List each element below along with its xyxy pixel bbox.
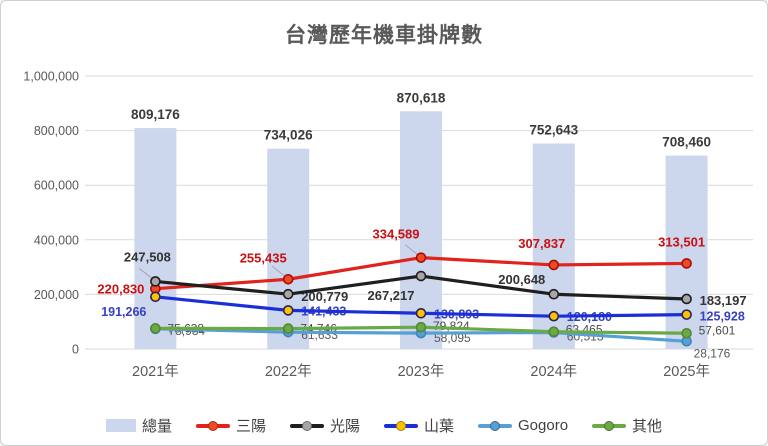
legend-swatch-line-kymco xyxy=(289,420,324,431)
x-tick-label: 2022年 xyxy=(265,363,312,380)
marker-kymco xyxy=(681,293,692,305)
point-label-sym: 255,435 xyxy=(240,250,287,265)
legend-item-yamaha: 山葉 xyxy=(383,415,454,436)
x-tick-label: 2021年 xyxy=(132,363,179,380)
marker-yamaha xyxy=(681,309,692,320)
marker-others xyxy=(150,323,161,334)
label-leader-line xyxy=(404,244,420,257)
point-label-kymco: 200,779 xyxy=(301,289,348,304)
point-label-sym: 313,501 xyxy=(658,234,705,249)
x-tick-label: 2023年 xyxy=(398,363,445,380)
legend-item-kymco: 光陽 xyxy=(289,415,360,436)
legend-label-others: 其他 xyxy=(632,418,663,435)
x-tick-label: 2025年 xyxy=(663,363,710,380)
y-tick-label: 400,000 xyxy=(34,233,79,247)
marker-yamaha xyxy=(548,310,560,322)
x-tick-label: 2024年 xyxy=(530,363,577,380)
point-label-sym: 307,837 xyxy=(518,236,565,251)
bar-value-label: 870,618 xyxy=(397,90,446,105)
label-leader-line xyxy=(139,268,154,280)
bar-value-label: 708,460 xyxy=(662,135,711,150)
point-label-gogoro: 58,095 xyxy=(434,331,471,345)
point-label-yamaha: 125,928 xyxy=(700,310,745,324)
legend-swatch-line-sym xyxy=(195,420,230,431)
marker-others xyxy=(548,326,560,337)
legend-item-gogoro: Gogoro xyxy=(478,417,568,434)
bar-value-label: 809,176 xyxy=(131,107,180,122)
legend-marker-icon xyxy=(301,420,312,431)
y-tick-label: 1,000,000 xyxy=(23,70,79,84)
legend-marker-icon xyxy=(490,420,500,431)
point-label-others: 57,601 xyxy=(699,323,736,337)
marker-kymco xyxy=(150,276,161,287)
bar-value-label: 734,026 xyxy=(264,128,313,143)
legend: 總量 三陽 光陽 山葉 Gogoro 其他 xyxy=(1,415,767,436)
total-bar xyxy=(134,128,177,349)
label-leader-line xyxy=(271,265,287,278)
marker-others xyxy=(681,327,692,339)
legend-marker-icon xyxy=(604,420,615,431)
marker-others xyxy=(415,321,427,333)
legend-marker-icon xyxy=(395,420,406,431)
y-tick-label: 200,000 xyxy=(34,288,79,302)
marker-kymco xyxy=(548,288,560,300)
legend-label-sym: 三陽 xyxy=(235,418,266,435)
legend-label-gogoro: Gogoro xyxy=(518,417,569,434)
legend-swatch-line-yamaha xyxy=(383,420,418,431)
marker-yamaha xyxy=(150,291,161,303)
y-tick-label: 0 xyxy=(72,343,79,357)
legend-marker-icon xyxy=(207,420,218,431)
legend-item-total: 總量 xyxy=(105,415,172,436)
legend-item-sym: 三陽 xyxy=(195,415,266,436)
marker-sym xyxy=(548,259,560,271)
point-label-sym: 220,830 xyxy=(97,282,144,297)
point-label-kymco: 200,648 xyxy=(498,272,545,287)
legend-swatch-line-others xyxy=(592,420,627,431)
bar-value-label: 752,643 xyxy=(529,123,578,138)
legend-swatch-line-gogoro xyxy=(478,420,512,431)
point-label-kymco: 267,217 xyxy=(368,288,415,303)
total-bar xyxy=(267,148,310,349)
marker-sym xyxy=(415,252,427,263)
point-label-gogoro: 28,176 xyxy=(694,346,731,360)
point-label-sym: 334,589 xyxy=(373,227,420,242)
marker-sym xyxy=(681,258,692,269)
marker-sym xyxy=(282,273,294,285)
legend-item-others: 其他 xyxy=(592,415,662,436)
y-tick-label: 600,000 xyxy=(34,179,79,193)
y-tick-label: 800,000 xyxy=(34,124,79,138)
point-label-kymco: 183,197 xyxy=(700,293,747,308)
legend-label-total: 總量 xyxy=(141,418,172,435)
point-label-kymco: 247,508 xyxy=(124,249,171,264)
legend-label-kymco: 光陽 xyxy=(329,418,360,435)
marker-kymco xyxy=(282,288,294,300)
marker-yamaha xyxy=(415,307,427,319)
legend-label-yamaha: 山葉 xyxy=(423,418,454,435)
marker-kymco xyxy=(415,270,427,282)
chart-title: 台灣歷年機車掛牌數 xyxy=(285,24,483,47)
marker-yamaha xyxy=(282,305,294,316)
legend-swatch-bar xyxy=(105,419,136,432)
marker-others xyxy=(282,323,294,334)
point-label-yamaha: 191,266 xyxy=(101,305,146,319)
